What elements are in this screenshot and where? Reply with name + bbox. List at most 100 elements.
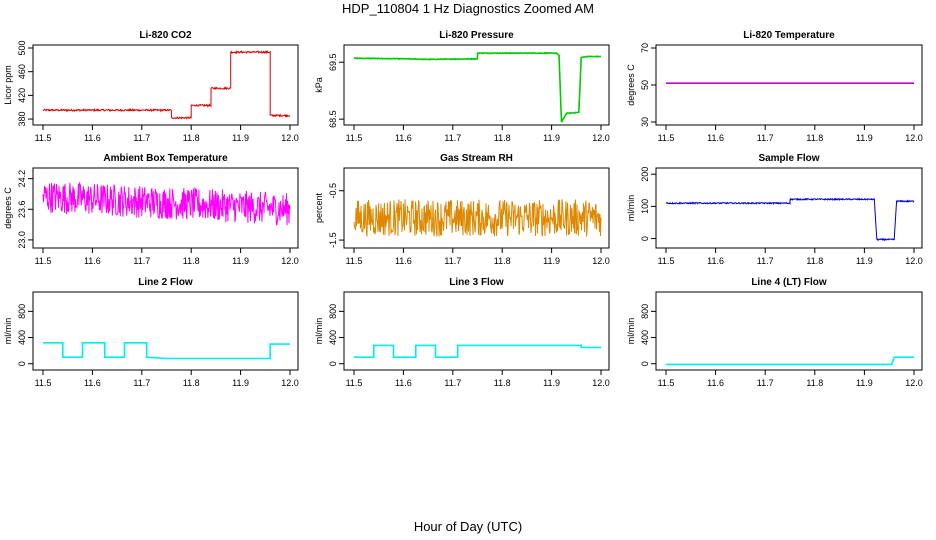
x-tick-label: 11.9 [543, 256, 560, 266]
series-line [666, 356, 914, 366]
series-line [665, 197, 915, 242]
series-line [353, 51, 601, 123]
panel-title: Li-820 CO2 [139, 30, 192, 41]
panel-2: Li-820 Temperature 11.5 11.6 11.7 11.8 11.9 12… [626, 30, 923, 143]
y-tick-label: 800 [17, 304, 27, 319]
y-tick-label: 500 [17, 40, 27, 55]
x-tick-label: 11.8 [494, 256, 511, 266]
x-tick-label: 11.7 [757, 378, 774, 388]
x-tick-label: 12.0 [905, 256, 923, 266]
x-tick-label: 11.6 [395, 133, 412, 143]
panel-8: Line 4 (LT) Flow 11.5 11.6 11.7 11.8 11.9 12.0… [626, 277, 923, 388]
x-tick-label: 11.8 [183, 378, 200, 388]
y-tick-label: 400 [17, 330, 27, 345]
panel-0: Li-820 CO2 11.5 11.6 11.7 11.8 11.9 12.0 380 420… [3, 30, 299, 143]
y-tick-label: 460 [17, 64, 27, 79]
plot-frame [655, 291, 923, 371]
panel-title: Line 4 (LT) Flow [751, 277, 827, 288]
x-tick-label: 12.0 [281, 256, 299, 266]
panel-5: Sample Flow 11.5 11.6 11.7 11.8 11.9 12.0 0 100 2… [626, 153, 923, 266]
x-tick-label: 11.5 [658, 133, 675, 143]
y-tick-label: 400 [640, 330, 650, 345]
x-tick-label: 11.5 [658, 378, 675, 388]
x-tick-label: 11.7 [757, 256, 774, 266]
x-tick-label: 11.8 [494, 378, 511, 388]
y-axis-label: ml/min [314, 318, 324, 345]
panel-title: Ambient Box Temperature [103, 153, 228, 164]
shared-x-axis-label: Hour of Day (UTC) [414, 519, 522, 534]
x-tick-label: 11.9 [232, 256, 249, 266]
x-tick-label: 11.6 [707, 378, 724, 388]
panel-1: Li-820 Pressure 11.5 11.6 11.7 11.8 11.9 12.0 6… [314, 30, 610, 143]
x-tick-label: 11.6 [395, 378, 412, 388]
y-axis-label: ml/min [626, 195, 636, 222]
x-tick-label: 11.7 [133, 378, 150, 388]
x-tick-label: 11.7 [444, 133, 461, 143]
panel-title: Li-820 Pressure [439, 30, 514, 41]
x-tick-label: 11.7 [133, 133, 150, 143]
y-axis-label: percent [314, 192, 324, 223]
x-tick-label: 11.7 [757, 133, 774, 143]
panel-title: Sample Flow [758, 153, 819, 164]
y-tick-label: 0 [17, 361, 27, 366]
x-tick-label: 12.0 [592, 378, 610, 388]
panel-3: Ambient Box Temperature 11.5 11.6 11.7 11.8 1… [3, 153, 299, 266]
y-tick-label: 200 [640, 167, 650, 182]
panel-4: Gas Stream RH 11.5 11.6 11.7 11.8 11.9 12.0 -1.… [314, 153, 610, 266]
series-line [42, 49, 291, 120]
panel-6: Line 2 Flow 11.5 11.6 11.7 11.8 11.9 12.0 0 400 8… [3, 277, 299, 388]
x-tick-label: 11.9 [232, 378, 249, 388]
plot-frame [32, 44, 299, 126]
y-tick-label: 23.0 [17, 231, 27, 249]
panel-title: Li-820 Temperature [743, 30, 835, 41]
y-tick-label: 0 [640, 361, 650, 366]
x-tick-label: 11.9 [856, 378, 873, 388]
panel-title: Gas Stream RH [440, 153, 513, 164]
series-line [42, 181, 291, 226]
plot-frame [343, 291, 610, 371]
x-tick-label: 11.9 [543, 378, 560, 388]
x-tick-label: 11.8 [806, 133, 823, 143]
x-tick-label: 11.9 [856, 256, 873, 266]
plot-frame [655, 167, 923, 249]
plot-frame [343, 167, 610, 249]
y-tick-label: 50 [640, 80, 650, 90]
x-tick-label: 11.8 [183, 256, 200, 266]
x-tick-label: 11.5 [346, 378, 363, 388]
plot-frame [32, 291, 299, 371]
x-tick-label: 11.7 [444, 256, 461, 266]
x-tick-label: 12.0 [905, 133, 923, 143]
y-tick-label: 24.2 [17, 170, 27, 188]
y-tick-label: 70 [640, 43, 650, 53]
x-tick-label: 11.5 [658, 256, 675, 266]
x-tick-label: 11.9 [543, 133, 560, 143]
x-tick-label: 11.6 [707, 133, 724, 143]
x-tick-label: 11.6 [84, 133, 101, 143]
x-tick-label: 12.0 [281, 133, 299, 143]
x-tick-label: 12.0 [281, 378, 299, 388]
y-axis-label: Licor ppm [3, 65, 13, 105]
x-tick-label: 11.8 [183, 133, 200, 143]
y-tick-label: 380 [17, 112, 27, 127]
y-axis-label: kPa [314, 77, 324, 93]
plot-frame [32, 167, 299, 249]
x-tick-label: 11.9 [232, 133, 249, 143]
x-tick-label: 11.6 [84, 256, 101, 266]
y-axis-label: ml/min [3, 318, 13, 345]
y-tick-label: 800 [328, 304, 338, 319]
y-tick-label: 30 [640, 117, 650, 127]
plot-frame [655, 44, 923, 126]
x-tick-label: 11.6 [84, 378, 101, 388]
panel-title: Line 2 Flow [138, 277, 193, 288]
x-tick-label: 11.8 [806, 256, 823, 266]
x-tick-label: 11.5 [346, 133, 363, 143]
figure-title: HDP_110804 1 Hz Diagnostics Zoomed AM [342, 1, 594, 16]
y-tick-label: 420 [17, 88, 27, 103]
y-tick-label: -1.5 [328, 232, 338, 248]
y-tick-label: 0 [328, 361, 338, 366]
y-tick-label: 69.5 [328, 53, 338, 71]
y-axis-label: ml/min [626, 318, 636, 345]
y-axis-label: degrees C [3, 187, 13, 229]
plot-frame [343, 44, 610, 126]
